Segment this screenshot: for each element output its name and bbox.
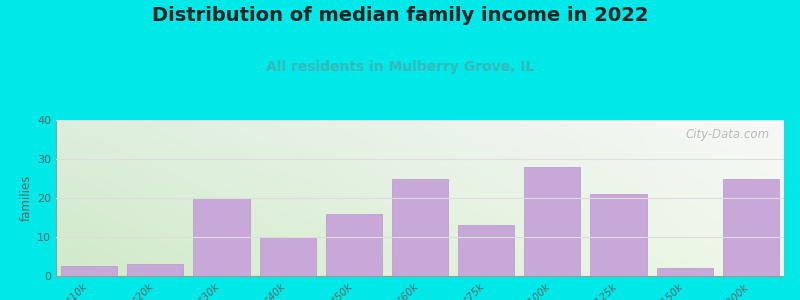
Bar: [392, 178, 448, 276]
Bar: [722, 178, 779, 276]
Text: Distribution of median family income in 2022: Distribution of median family income in …: [152, 6, 648, 25]
Bar: [458, 225, 514, 276]
Y-axis label: families: families: [20, 175, 33, 221]
Bar: [524, 167, 581, 276]
Bar: [61, 266, 118, 276]
Bar: [127, 264, 183, 276]
Bar: [326, 214, 382, 276]
Bar: [657, 268, 713, 276]
Text: All residents in Mulberry Grove, IL: All residents in Mulberry Grove, IL: [266, 60, 534, 74]
Text: City-Data.com: City-Data.com: [686, 128, 770, 141]
Bar: [590, 194, 646, 276]
Bar: [194, 198, 250, 276]
Bar: [259, 237, 316, 276]
